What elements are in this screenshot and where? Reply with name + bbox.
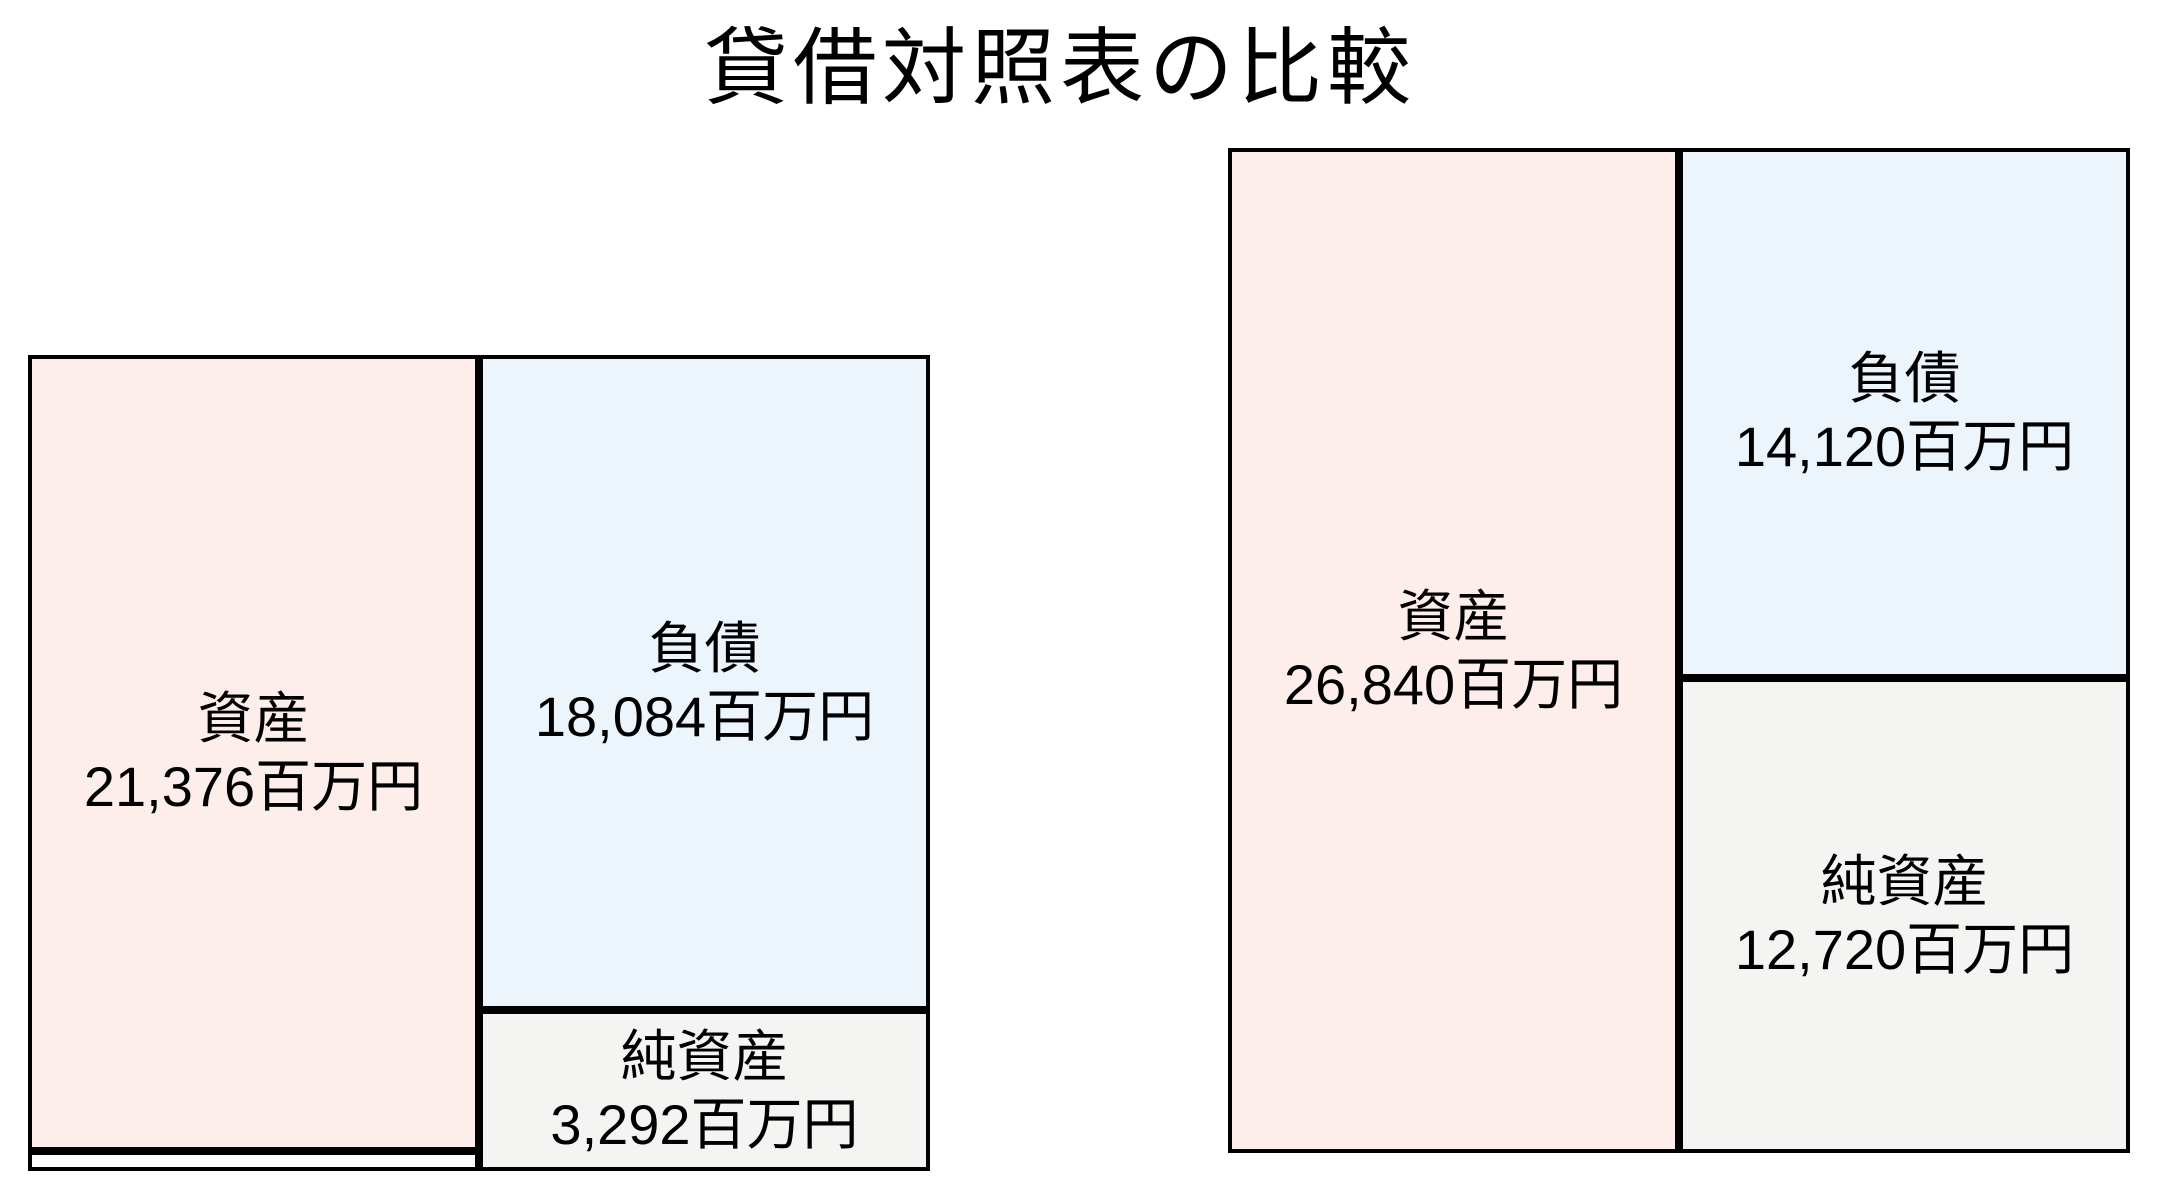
assets-bottom-gap-strip (28, 1151, 479, 1171)
net-assets-value: 3,292百万円 (550, 1092, 859, 1156)
assets-label: 資産 (1397, 584, 1510, 648)
liabilities-label: 負債 (1848, 347, 1961, 410)
assets-box: 資産 26,840百万円 (1228, 148, 1679, 1153)
liabilities-label: 負債 (648, 616, 761, 680)
liabilities-value: 14,120百万円 (1734, 415, 2075, 478)
assets-box: 資産 21,376百万円 (28, 355, 479, 1151)
net-assets-box: 純資産 3,292百万円 (479, 1010, 930, 1171)
net-assets-label: 純資産 (620, 1024, 789, 1088)
assets-value: 21,376百万円 (83, 755, 424, 818)
liabilities-box: 負債 14,120百万円 (1679, 148, 2130, 678)
balance-sheet-2: 資産 26,840百万円 負債 14,120百万円 純資産 12,720百万円 (1228, 148, 2130, 1153)
chart-title: 貸借対照表の比較 (703, 21, 1416, 115)
net-assets-box: 純資産 12,720百万円 (1679, 678, 2130, 1153)
balance-sheet-1: 資産 21,376百万円 負債 18,084百万円 純資産 3,292百万円 (28, 355, 930, 1171)
net-assets-value: 12,720百万円 (1734, 917, 2075, 981)
liabilities-value: 18,084百万円 (534, 684, 875, 748)
net-assets-label: 純資産 (1820, 849, 1989, 913)
assets-value: 26,840百万円 (1283, 652, 1624, 716)
liabilities-box: 負債 18,084百万円 (479, 355, 930, 1010)
assets-label: 資産 (197, 687, 310, 750)
